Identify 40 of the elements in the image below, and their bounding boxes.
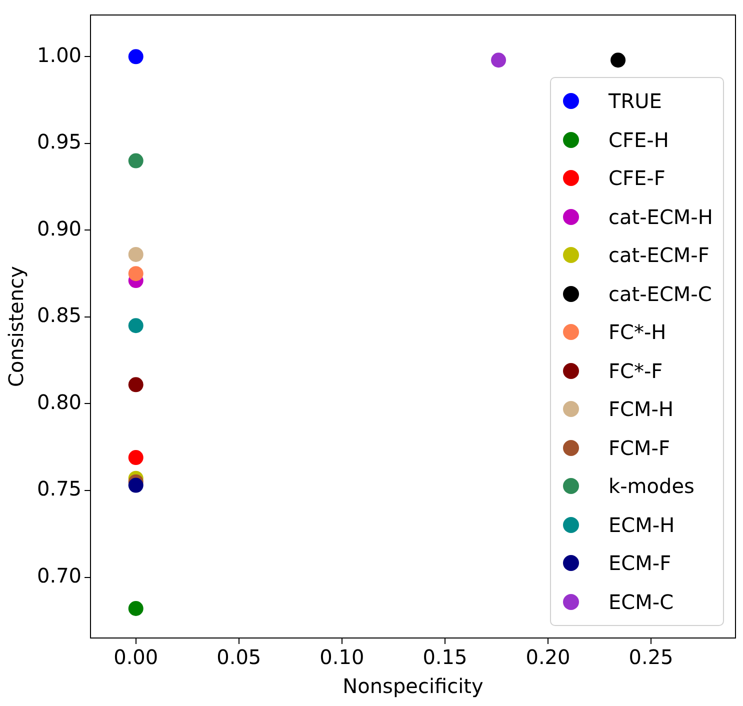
point <box>610 52 626 68</box>
point <box>128 266 144 282</box>
legend-label: cat-ECM-C <box>608 282 712 306</box>
legend-label: CFE-F <box>608 166 666 190</box>
legend-label: ECM-H <box>608 512 675 537</box>
point <box>128 450 144 466</box>
point <box>128 377 144 392</box>
y-tick-label: 0.85 <box>37 303 82 328</box>
y-axis-title: Consistency <box>4 266 28 387</box>
point <box>128 246 144 262</box>
legend-label: FC*-F <box>608 358 663 383</box>
y-tick-label: 1.00 <box>37 42 82 67</box>
x-tick-label: 0.25 <box>628 645 674 670</box>
legend-label: cat-ECM-F <box>608 243 710 268</box>
point <box>491 52 506 68</box>
legend-label: FCM-F <box>608 436 670 460</box>
y-tick-label: 0.95 <box>37 130 82 154</box>
x-tick-label: 0.20 <box>526 645 570 670</box>
y-tick-label: 0.70 <box>37 563 82 588</box>
point <box>128 318 144 334</box>
x-tick-label: 0.00 <box>114 645 158 670</box>
point <box>128 153 144 168</box>
x-tick-label: 0.10 <box>320 645 364 670</box>
legend-label: FC*-H <box>608 320 666 344</box>
point <box>128 49 144 64</box>
legend-label: k-modes <box>608 474 694 498</box>
y-tick-label: 0.90 <box>37 216 82 240</box>
x-tick-label: 0.05 <box>216 645 262 670</box>
y-tick-label: 0.75 <box>37 476 82 501</box>
point <box>128 601 144 616</box>
legend-label: ECM-C <box>608 590 674 614</box>
x-tick-label: 0.15 <box>422 645 468 670</box>
legend-label: CFE-H <box>608 128 669 152</box>
x-axis-title: Nonspecificity <box>342 674 484 698</box>
legend-label: TRUE <box>608 89 662 114</box>
point <box>128 478 144 493</box>
legend-label: cat-ECM-H <box>608 204 713 229</box>
y-tick-label: 0.80 <box>37 390 82 414</box>
legend-label: ECM-F <box>608 551 672 576</box>
legend-label: FCM-H <box>608 397 674 422</box>
